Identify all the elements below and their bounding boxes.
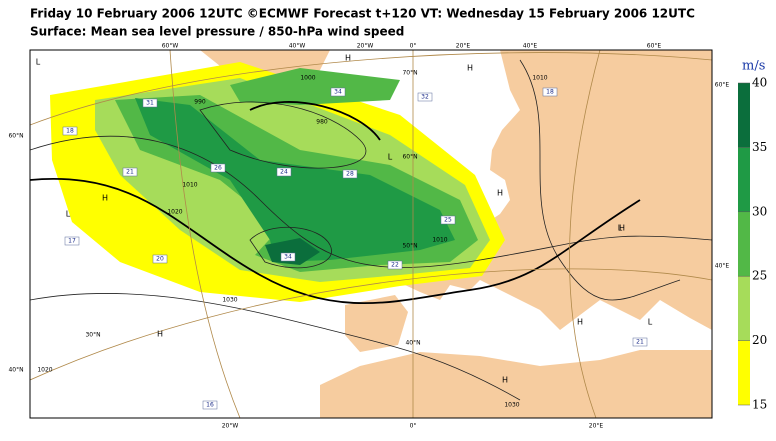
wind-band [265,238,320,265]
longitude-label: 20°W [222,423,239,430]
wind-label-box [62,126,78,136]
colorbar-label: 35 [752,140,767,154]
pressure-system: H [157,330,163,339]
legend-unit: m/s [742,59,765,74]
wind-label-box [440,215,456,225]
isobar-label: 1020 [37,367,52,374]
longitude-label: 40°E [523,43,538,50]
isobar-label: 1010 [532,75,547,82]
wind-label-box [330,87,346,97]
pressure-system: L [648,318,653,327]
wind-label: 32 [421,94,429,101]
longitude-label: 20°E [456,43,471,50]
isobar-label: 1030 [504,402,519,409]
longitude-label: 0° [410,423,417,430]
map-frame [29,49,713,419]
wind-label-box [387,260,403,270]
longitude-label: 60°W [162,43,179,50]
isobar-label: 1000 [300,75,315,82]
wind-label-box [202,400,218,410]
wind-label: 28 [346,171,354,178]
wind-label-box [210,163,226,173]
pressure-system: H [102,194,108,203]
longitude-label: 60°E [647,43,662,50]
pressure-system: H [619,224,625,233]
pressure-system: H [497,189,503,198]
title: Friday 10 February 2006 12UTC ©ECMWF For… [30,7,695,21]
wind-label-box [142,98,158,108]
wind-label: 21 [126,169,134,176]
pressure-system: L [66,210,71,219]
latitude-label: 70°N [402,70,417,77]
isobar-label: 990 [194,99,206,106]
wind-label-box [122,167,138,177]
wind-label-box [417,92,433,102]
latitude-label: 40°N [8,367,23,374]
subtitle: Surface: Mean sea level pressure / 850-h… [30,25,404,39]
wind-label: 18 [546,89,554,96]
longitude-label: 40°W [289,43,306,50]
colorbar-label: 20 [752,333,767,347]
longitude-label: 0° [410,43,417,50]
colorbar-label: 40 [752,76,767,90]
pressure-system: L [388,153,393,162]
wind-label: 24 [280,169,288,176]
map [30,50,712,418]
pressure-system: L [36,58,41,67]
pressure-system: H [345,54,351,63]
colorbar-label: 30 [752,204,767,218]
colorbar-band [738,147,750,212]
wind-label-box [542,87,558,97]
isobar-label: 1010 [432,237,447,244]
colorbar-band [738,276,750,341]
wind-label: 26 [214,165,222,172]
wind-label: 21 [636,339,644,346]
wind-label-box [632,337,648,347]
colorbar-band [738,340,750,405]
wind-label-box [280,252,296,262]
latitude-label: 60°E [715,82,730,89]
colorbar-label: 25 [752,269,767,283]
latitude-label: 60°N [402,154,417,161]
isobar-label: 1010 [182,182,197,189]
wind-label-box [152,254,168,264]
latitude-label: 40°N [405,340,420,347]
longitude-label: 20°E [589,423,604,430]
longitude-label: 20°W [357,43,374,50]
wind-band [230,68,400,105]
latitude-label: 50°N [402,243,417,250]
wind-label-box [276,167,292,177]
pressure-system: H [467,64,473,73]
wind-label: 18 [66,128,74,135]
colorbar-band [738,83,750,148]
pressure-system: L [618,224,623,233]
latitude-label: 30°N [85,332,100,339]
pressure-system: H [577,318,583,327]
wind-label-box [64,236,80,246]
pressure-system: H [502,376,508,385]
isobar-label: 980 [316,119,328,126]
wind-label: 20 [156,256,164,263]
wind-label: 34 [284,254,292,261]
latitude-label: 60°N [8,133,23,140]
wind-band [135,98,455,262]
latitude-label: 40°E [715,263,730,270]
wind-label: 31 [146,100,154,107]
wind-label: 34 [334,89,342,96]
wind-label: 16 [206,402,214,409]
colorbar-label: 15 [752,398,767,412]
colorbar-band [738,211,750,277]
wind-label-box [342,169,358,179]
wind-label: 17 [68,238,76,245]
isobar-label: 1030 [222,297,237,304]
wind-label: 22 [391,262,399,269]
land [320,350,712,418]
isobar-label: 1020 [167,209,182,216]
wind-label: 25 [444,217,452,224]
